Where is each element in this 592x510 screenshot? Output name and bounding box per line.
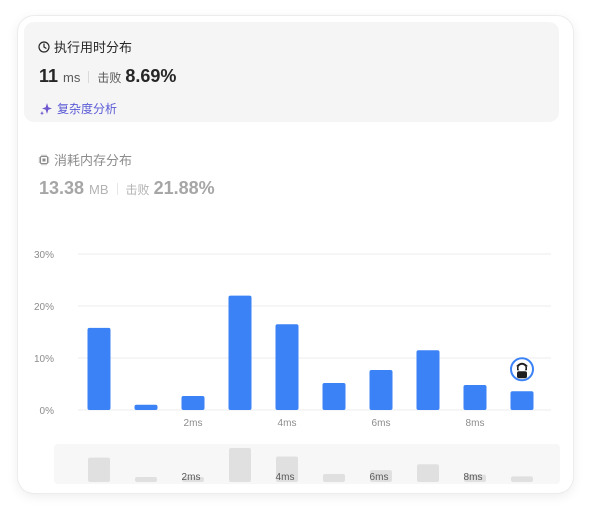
divider [116,183,118,195]
memory-title: 消耗内存分布 [38,150,132,169]
range-slider-tick-label: 2ms [182,472,201,483]
memory-title-text: 消耗内存分布 [54,153,133,168]
memory-beat-value: 21.88% [153,178,215,198]
submission-result-card: 执行用时分布 11 ms 击败 8.69% 复杂度分析 消耗内存分布 [18,16,573,493]
memory-stats: 13.38 MB 击败 21.88% [39,178,215,199]
sparkle-icon [40,102,52,115]
range-slider-bar [135,477,157,482]
chart-range-slider[interactable]: 2ms 4ms 6ms 8ms [54,444,560,484]
chart-bars [87,295,534,410]
x-tick-label: 2ms [184,418,203,429]
divider [88,71,90,83]
chart-bar[interactable] [322,382,346,410]
range-slider-tick-label: 8ms [464,472,483,483]
y-tick-label: 30% [34,250,54,261]
y-tick-label: 0% [40,406,55,417]
clock-icon [38,40,50,53]
complexity-analysis-label: 复杂度分析 [57,102,118,116]
memory-value: 13.38 [39,178,85,198]
chart-bar[interactable] [275,324,299,410]
chart-bar[interactable] [181,395,205,410]
runtime-beat-value: 8.69% [125,66,177,86]
range-slider-bar [464,474,486,482]
chart-bar[interactable] [416,350,440,410]
chart-bar[interactable] [369,369,393,410]
runtime-unit: ms [63,70,81,85]
chart-bar[interactable] [134,404,158,410]
range-slider-bar [88,457,110,482]
x-tick-label: 4ms [278,418,297,429]
y-tick-label: 10% [34,354,54,365]
range-slider-tick-label: 4ms [276,472,295,483]
x-tick-label: 6ms [372,418,391,429]
user-marker [510,357,534,382]
range-slider-bar [229,448,251,482]
y-tick-label: 20% [34,302,54,313]
range-slider-bar [323,473,345,482]
runtime-value: 11 [39,66,59,86]
memory-beat-label: 击败 [125,183,150,197]
runtime-distribution-chart[interactable]: 0% 10% 20% 30% 2ms 4ms 6ms 8ms 2ms 4ms 6ms 8ms [18,16,573,493]
memory-section[interactable]: 消耗内存分布 13.38 MB 击败 21.88% [24,138,559,208]
avatar [510,357,534,382]
chip-icon [38,154,50,165]
range-slider-bar [276,456,298,482]
x-tick-label: 8ms [466,418,485,429]
range-slider-bar [370,470,392,482]
runtime-title: 执行用时分布 [38,37,132,56]
runtime-section[interactable]: 执行用时分布 11 ms 击败 8.69% 复杂度分析 [24,22,559,122]
range-slider-bar [417,464,439,482]
memory-unit: MB [89,182,109,197]
range-slider-tick-label: 6ms [370,472,389,483]
runtime-stats: 11 ms 击败 8.69% [39,66,176,87]
complexity-analysis-link[interactable]: 复杂度分析 [39,100,117,117]
chart-bar[interactable] [510,391,534,410]
range-slider-bar [511,476,533,482]
chart-bar[interactable] [87,327,111,410]
range-slider-bar [182,477,204,482]
chart-bar[interactable] [463,385,487,410]
runtime-beat-label: 击败 [97,71,122,85]
chart-bar[interactable] [228,295,252,410]
chart-x-axis: 2ms 4ms 6ms 8ms [184,418,485,429]
runtime-title-text: 执行用时分布 [54,40,133,55]
